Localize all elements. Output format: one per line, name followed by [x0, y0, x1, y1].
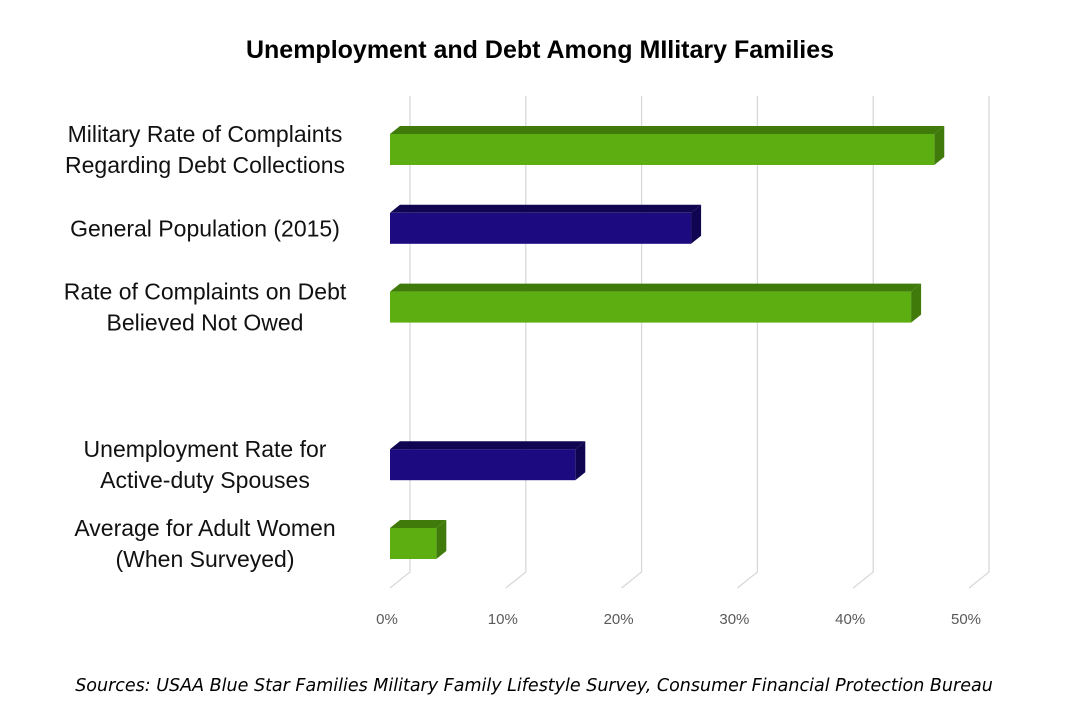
gridline	[852, 96, 874, 589]
gridline	[505, 96, 527, 589]
bar-top-face	[390, 520, 447, 528]
bar-front-face	[390, 212, 692, 244]
gridlines	[389, 96, 990, 589]
bar-front-face	[390, 449, 576, 481]
gridline	[389, 96, 411, 589]
category-labels: Military Rate of Complaints Regarding Deb…	[64, 121, 347, 572]
bar	[390, 126, 945, 165]
bar-top-face	[390, 283, 922, 292]
category-label: Rate of Complaints on Debt Believed Not O…	[64, 279, 347, 336]
category-label: Average for Adult Women (When Surveyed)	[74, 515, 335, 572]
x-tick-label: 10%	[488, 611, 518, 628]
gridline	[736, 96, 759, 589]
bar-side-face	[575, 441, 586, 481]
chart-title: Unemployment and Debt Among MIlitary Fam…	[246, 36, 834, 64]
x-tick-label: 40%	[835, 611, 865, 628]
bar-front-face	[390, 291, 912, 323]
bar	[390, 441, 586, 481]
chart-source: Sources: USAA Blue Star Families Militar…	[75, 676, 993, 696]
category-label: Unemployment Rate for Active-duty Spouses	[84, 436, 327, 493]
bar-top-face	[390, 204, 702, 213]
bar-front-face	[390, 528, 437, 559]
bar	[390, 283, 922, 323]
x-tick-label: 0%	[376, 611, 398, 628]
bar-side-face	[934, 126, 945, 165]
x-axis-ticks: 0% 10% 20% 30% 40% 50%	[376, 611, 981, 628]
bar-top-face	[390, 126, 945, 134]
x-tick-label: 50%	[951, 611, 981, 628]
x-tick-label: 20%	[604, 611, 634, 628]
bar	[390, 520, 447, 559]
bar-top-face	[390, 441, 586, 450]
gridline	[621, 96, 643, 589]
bar-front-face	[390, 134, 935, 165]
bar-side-face	[691, 204, 702, 244]
x-tick-label: 30%	[719, 611, 749, 628]
bar	[390, 204, 702, 244]
category-label: General Population (2015)	[70, 215, 340, 241]
category-label: Military Rate of Complaints Regarding Deb…	[65, 121, 345, 178]
bar-side-face	[911, 283, 922, 323]
bars	[390, 126, 945, 559]
gridline	[968, 96, 990, 589]
bar-side-face	[436, 520, 447, 559]
